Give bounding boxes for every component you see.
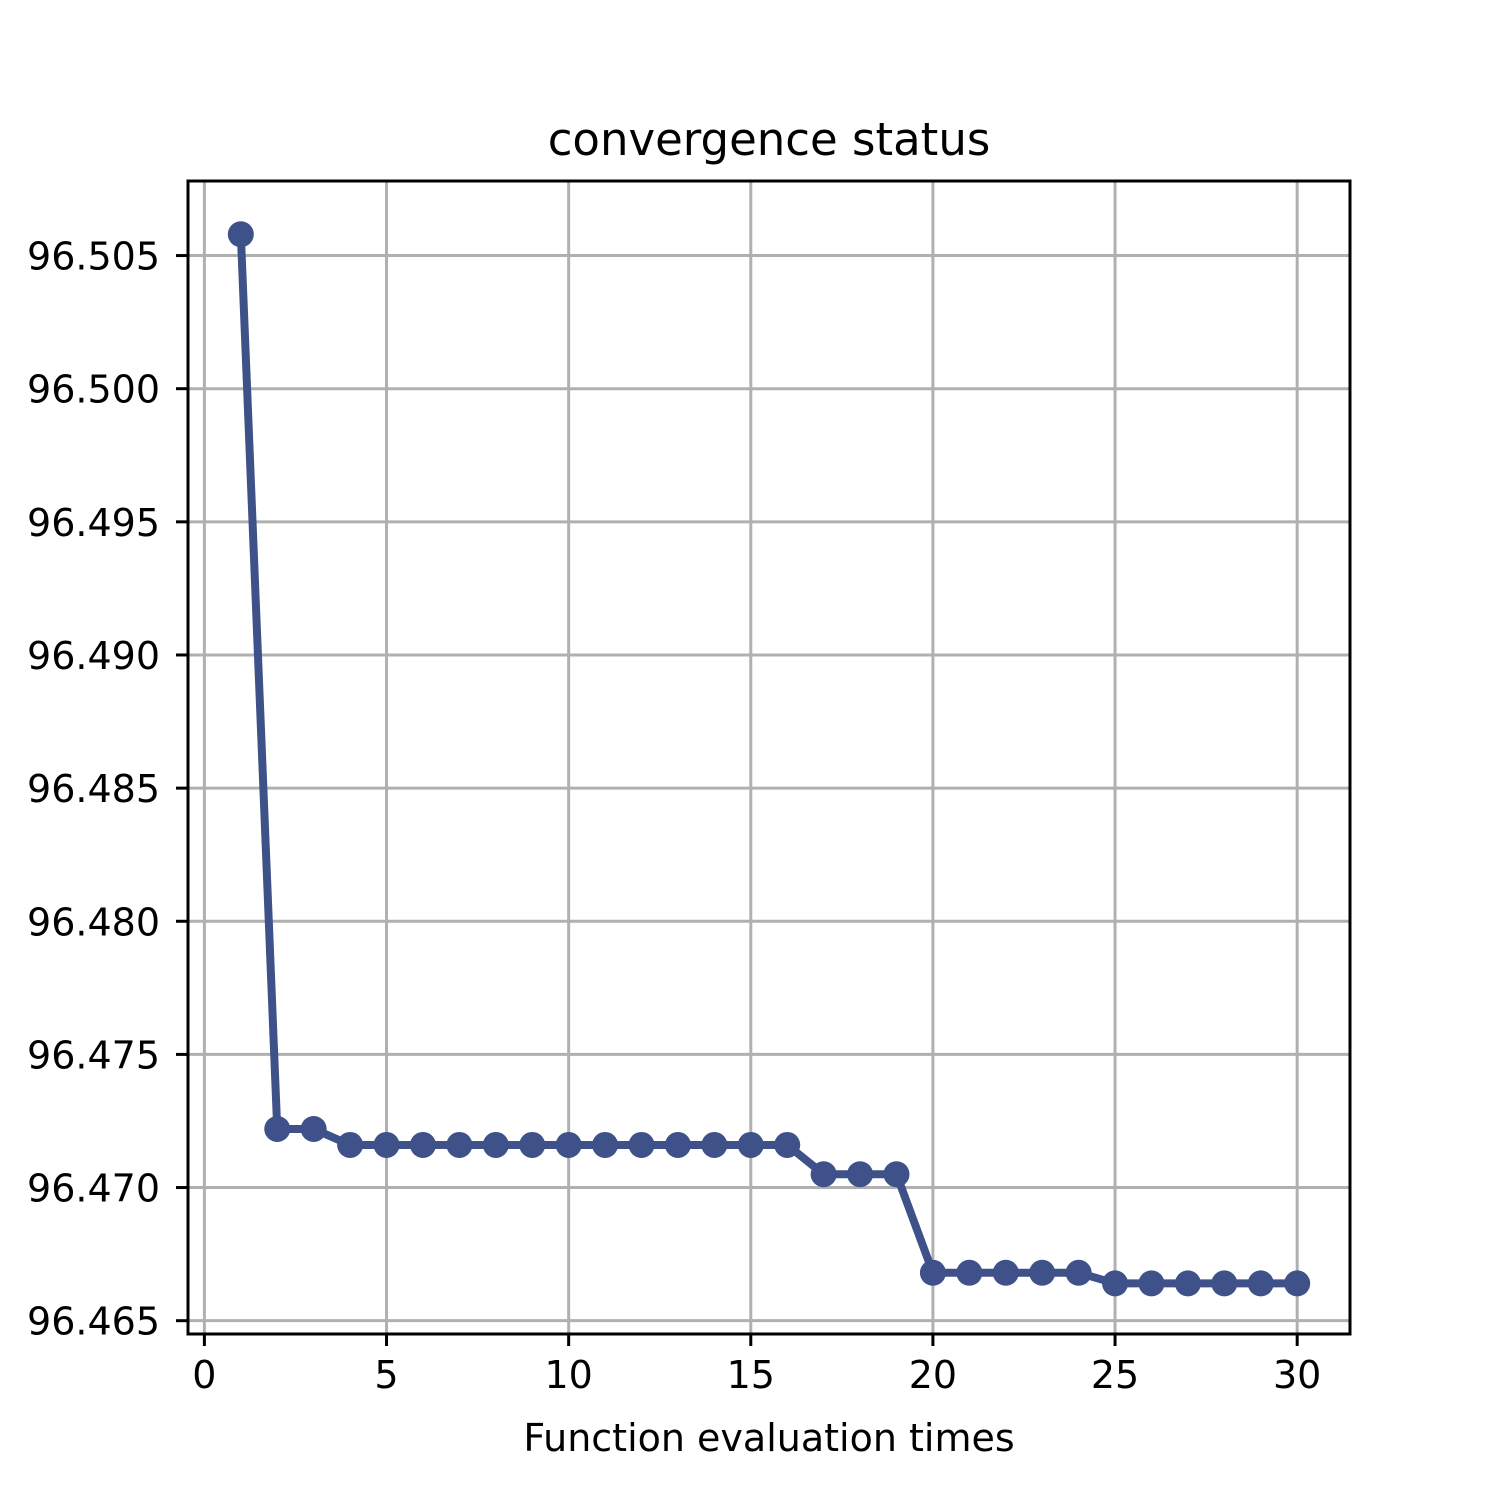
- data-point: [701, 1131, 728, 1158]
- x-tick-label: 15: [727, 1353, 775, 1397]
- y-tick-label: 96.480: [27, 900, 160, 944]
- y-tick-label: 96.465: [27, 1300, 160, 1344]
- data-point: [919, 1259, 946, 1286]
- data-point: [409, 1131, 436, 1158]
- data-point: [227, 221, 254, 248]
- data-point: [446, 1131, 473, 1158]
- data-point: [1211, 1270, 1238, 1297]
- chart-title: convergence status: [548, 113, 991, 166]
- y-tick-label: 96.500: [27, 368, 160, 412]
- data-point: [264, 1115, 291, 1142]
- data-point: [1247, 1270, 1274, 1297]
- data-point: [337, 1131, 364, 1158]
- data-point: [1138, 1270, 1165, 1297]
- data-point: [810, 1161, 837, 1188]
- data-point: [1029, 1259, 1056, 1286]
- x-axis-title: Function evaluation times: [523, 1416, 1014, 1460]
- x-tick-label: 0: [192, 1353, 216, 1397]
- data-point: [664, 1131, 691, 1158]
- y-tick-label: 96.475: [27, 1033, 160, 1077]
- y-tick-label: 96.505: [27, 235, 160, 279]
- x-tick-label: 10: [544, 1353, 592, 1397]
- x-tick-label: 30: [1273, 1353, 1321, 1397]
- data-point: [1284, 1270, 1311, 1297]
- plot-frame: [186, 179, 1352, 1336]
- data-point: [847, 1161, 874, 1188]
- data-point: [628, 1131, 655, 1158]
- x-tick-label: 25: [1091, 1353, 1139, 1397]
- data-point: [482, 1131, 509, 1158]
- data-point: [300, 1115, 327, 1142]
- y-tick-label: 96.485: [27, 767, 160, 811]
- data-point: [1174, 1270, 1201, 1297]
- x-tick-label: 5: [374, 1353, 398, 1397]
- data-point: [992, 1259, 1019, 1286]
- y-tick-label: 96.495: [27, 501, 160, 545]
- grid-layer: [188, 181, 1350, 1334]
- data-point: [1102, 1270, 1129, 1297]
- data-point: [555, 1131, 582, 1158]
- data-point: [956, 1259, 983, 1286]
- data-point: [592, 1131, 619, 1158]
- x-tick-label: 20: [909, 1353, 957, 1397]
- data-point: [1065, 1259, 1092, 1286]
- data-point: [737, 1131, 764, 1158]
- y-tick-label: 96.470: [27, 1167, 160, 1211]
- data-point: [774, 1131, 801, 1158]
- data-point: [883, 1161, 910, 1188]
- tick-layer: 0 5 10 15 20 25 30 96.465 96.470 96.475 96.480 96.4…: [27, 235, 1321, 1397]
- data-layer: [227, 221, 1311, 1297]
- y-tick-label: 96.490: [27, 634, 160, 678]
- data-point: [373, 1131, 400, 1158]
- data-point: [519, 1131, 546, 1158]
